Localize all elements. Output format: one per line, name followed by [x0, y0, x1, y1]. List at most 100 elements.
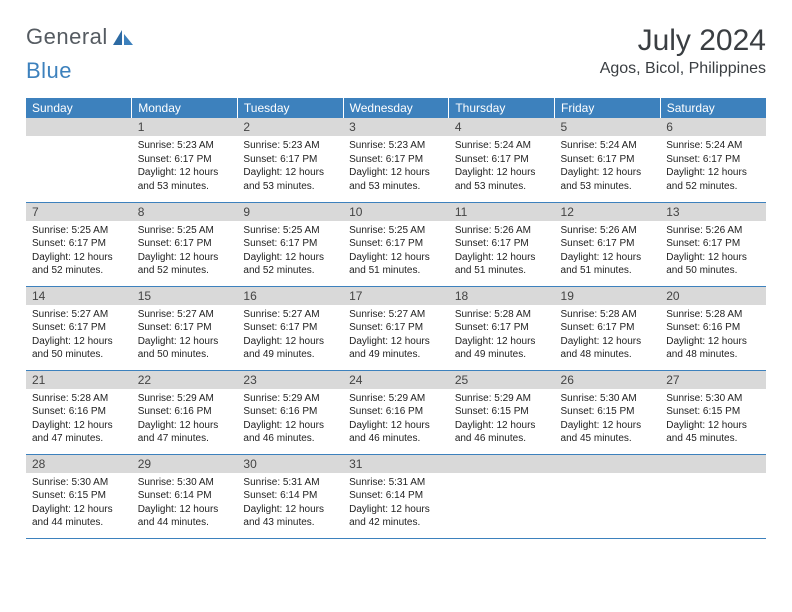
sunrise-text: Sunrise: 5:27 AM — [243, 308, 337, 322]
calendar-day-cell: 16Sunrise: 5:27 AMSunset: 6:17 PMDayligh… — [237, 286, 343, 370]
calendar-day-cell: 14Sunrise: 5:27 AMSunset: 6:17 PMDayligh… — [26, 286, 132, 370]
day-details: Sunrise: 5:27 AMSunset: 6:17 PMDaylight:… — [343, 305, 449, 366]
sunset-text: Sunset: 6:17 PM — [138, 237, 232, 251]
sunrise-text: Sunrise: 5:23 AM — [349, 139, 443, 153]
sunrise-text: Sunrise: 5:27 AM — [349, 308, 443, 322]
sunrise-text: Sunrise: 5:31 AM — [349, 476, 443, 490]
sunset-text: Sunset: 6:14 PM — [243, 489, 337, 503]
day-number: 5 — [555, 118, 661, 136]
sunrise-text: Sunrise: 5:24 AM — [666, 139, 760, 153]
day-number: 9 — [237, 203, 343, 221]
calendar-day-cell: 20Sunrise: 5:28 AMSunset: 6:16 PMDayligh… — [660, 286, 766, 370]
sunrise-text: Sunrise: 5:30 AM — [138, 476, 232, 490]
day-details: Sunrise: 5:23 AMSunset: 6:17 PMDaylight:… — [132, 136, 238, 197]
day-number — [449, 455, 555, 473]
calendar-week-row: 14Sunrise: 5:27 AMSunset: 6:17 PMDayligh… — [26, 286, 766, 370]
day-details: Sunrise: 5:25 AMSunset: 6:17 PMDaylight:… — [343, 221, 449, 282]
calendar-day-cell: 25Sunrise: 5:29 AMSunset: 6:15 PMDayligh… — [449, 370, 555, 454]
daylight-text: Daylight: 12 hours and 51 minutes. — [349, 251, 443, 278]
calendar-day-cell: 17Sunrise: 5:27 AMSunset: 6:17 PMDayligh… — [343, 286, 449, 370]
calendar-body: 1Sunrise: 5:23 AMSunset: 6:17 PMDaylight… — [26, 118, 766, 538]
weekday-header: Thursday — [449, 98, 555, 118]
day-details: Sunrise: 5:25 AMSunset: 6:17 PMDaylight:… — [132, 221, 238, 282]
daylight-text: Daylight: 12 hours and 53 minutes. — [455, 166, 549, 193]
daylight-text: Daylight: 12 hours and 46 minutes. — [349, 419, 443, 446]
calendar-day-cell — [449, 454, 555, 538]
daylight-text: Daylight: 12 hours and 46 minutes. — [455, 419, 549, 446]
day-number: 24 — [343, 371, 449, 389]
sunrise-text: Sunrise: 5:25 AM — [349, 224, 443, 238]
sunrise-text: Sunrise: 5:28 AM — [455, 308, 549, 322]
daylight-text: Daylight: 12 hours and 43 minutes. — [243, 503, 337, 530]
weekday-header: Wednesday — [343, 98, 449, 118]
day-number: 12 — [555, 203, 661, 221]
month-title: July 2024 — [600, 24, 766, 58]
day-details: Sunrise: 5:25 AMSunset: 6:17 PMDaylight:… — [237, 221, 343, 282]
calendar-document: General July 2024 Agos, Bicol, Philippin… — [0, 0, 792, 549]
daylight-text: Daylight: 12 hours and 49 minutes. — [349, 335, 443, 362]
day-number: 11 — [449, 203, 555, 221]
day-details: Sunrise: 5:25 AMSunset: 6:17 PMDaylight:… — [26, 221, 132, 282]
day-number: 26 — [555, 371, 661, 389]
sunset-text: Sunset: 6:17 PM — [455, 237, 549, 251]
calendar-day-cell: 24Sunrise: 5:29 AMSunset: 6:16 PMDayligh… — [343, 370, 449, 454]
sunset-text: Sunset: 6:17 PM — [32, 321, 126, 335]
sunrise-text: Sunrise: 5:28 AM — [32, 392, 126, 406]
calendar-day-cell: 2Sunrise: 5:23 AMSunset: 6:17 PMDaylight… — [237, 118, 343, 202]
daylight-text: Daylight: 12 hours and 53 minutes. — [349, 166, 443, 193]
day-number: 14 — [26, 287, 132, 305]
calendar-day-cell: 28Sunrise: 5:30 AMSunset: 6:15 PMDayligh… — [26, 454, 132, 538]
calendar-day-cell: 7Sunrise: 5:25 AMSunset: 6:17 PMDaylight… — [26, 202, 132, 286]
sunset-text: Sunset: 6:16 PM — [349, 405, 443, 419]
day-number: 21 — [26, 371, 132, 389]
daylight-text: Daylight: 12 hours and 49 minutes. — [243, 335, 337, 362]
day-number: 4 — [449, 118, 555, 136]
logo-text-general: General — [26, 24, 108, 50]
sunrise-text: Sunrise: 5:26 AM — [561, 224, 655, 238]
calendar-week-row: 21Sunrise: 5:28 AMSunset: 6:16 PMDayligh… — [26, 370, 766, 454]
weekday-header: Friday — [555, 98, 661, 118]
daylight-text: Daylight: 12 hours and 52 minutes. — [666, 166, 760, 193]
sunset-text: Sunset: 6:15 PM — [561, 405, 655, 419]
sunrise-text: Sunrise: 5:29 AM — [243, 392, 337, 406]
calendar-day-cell: 9Sunrise: 5:25 AMSunset: 6:17 PMDaylight… — [237, 202, 343, 286]
sunset-text: Sunset: 6:16 PM — [32, 405, 126, 419]
daylight-text: Daylight: 12 hours and 48 minutes. — [666, 335, 760, 362]
sunset-text: Sunset: 6:17 PM — [666, 153, 760, 167]
sunrise-text: Sunrise: 5:24 AM — [455, 139, 549, 153]
sunset-text: Sunset: 6:16 PM — [243, 405, 337, 419]
day-details: Sunrise: 5:24 AMSunset: 6:17 PMDaylight:… — [449, 136, 555, 197]
day-details: Sunrise: 5:31 AMSunset: 6:14 PMDaylight:… — [343, 473, 449, 534]
weekday-header: Sunday — [26, 98, 132, 118]
day-number: 27 — [660, 371, 766, 389]
day-number — [26, 118, 132, 136]
daylight-text: Daylight: 12 hours and 45 minutes. — [666, 419, 760, 446]
sunset-text: Sunset: 6:16 PM — [666, 321, 760, 335]
day-number: 18 — [449, 287, 555, 305]
sunrise-text: Sunrise: 5:29 AM — [455, 392, 549, 406]
calendar-day-cell: 4Sunrise: 5:24 AMSunset: 6:17 PMDaylight… — [449, 118, 555, 202]
day-number: 2 — [237, 118, 343, 136]
sunset-text: Sunset: 6:17 PM — [455, 153, 549, 167]
calendar-day-cell: 31Sunrise: 5:31 AMSunset: 6:14 PMDayligh… — [343, 454, 449, 538]
daylight-text: Daylight: 12 hours and 51 minutes. — [561, 251, 655, 278]
calendar-day-cell: 27Sunrise: 5:30 AMSunset: 6:15 PMDayligh… — [660, 370, 766, 454]
daylight-text: Daylight: 12 hours and 48 minutes. — [561, 335, 655, 362]
logo-sail-icon — [112, 28, 134, 46]
calendar-day-cell: 5Sunrise: 5:24 AMSunset: 6:17 PMDaylight… — [555, 118, 661, 202]
calendar-week-row: 28Sunrise: 5:30 AMSunset: 6:15 PMDayligh… — [26, 454, 766, 538]
sunrise-text: Sunrise: 5:27 AM — [32, 308, 126, 322]
sunrise-text: Sunrise: 5:26 AM — [455, 224, 549, 238]
daylight-text: Daylight: 12 hours and 52 minutes. — [138, 251, 232, 278]
day-number: 19 — [555, 287, 661, 305]
calendar-day-cell: 1Sunrise: 5:23 AMSunset: 6:17 PMDaylight… — [132, 118, 238, 202]
location-text: Agos, Bicol, Philippines — [600, 60, 766, 78]
calendar-day-cell — [660, 454, 766, 538]
logo-text-blue: Blue — [26, 58, 72, 84]
sunset-text: Sunset: 6:14 PM — [138, 489, 232, 503]
calendar-day-cell: 21Sunrise: 5:28 AMSunset: 6:16 PMDayligh… — [26, 370, 132, 454]
day-details: Sunrise: 5:30 AMSunset: 6:14 PMDaylight:… — [132, 473, 238, 534]
sunset-text: Sunset: 6:15 PM — [32, 489, 126, 503]
daylight-text: Daylight: 12 hours and 52 minutes. — [32, 251, 126, 278]
sunset-text: Sunset: 6:17 PM — [349, 153, 443, 167]
